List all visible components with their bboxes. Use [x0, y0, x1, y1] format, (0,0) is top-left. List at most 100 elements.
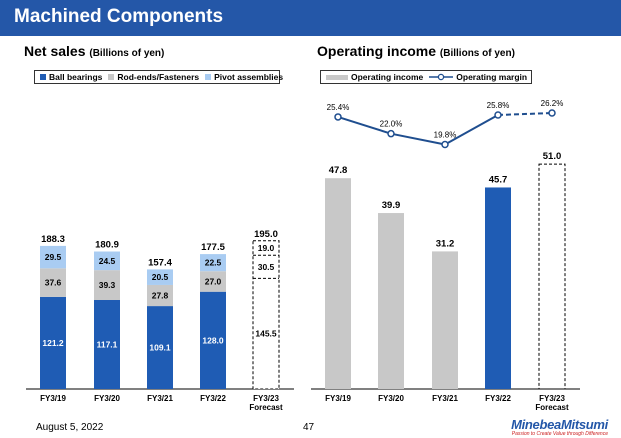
brand-tagline: Passion to Create Value through Differen… [511, 431, 608, 437]
margin-point-3 [494, 111, 502, 119]
net-sales-tick-label-2: FY3/21 [147, 394, 173, 403]
bar-pivot-0 [40, 245, 66, 269]
value-label-rod-ends-4: 30.5 [258, 262, 275, 272]
total-label-3: 177.5 [201, 242, 225, 253]
margin-label-2: 19.8% [434, 131, 457, 140]
operating-income-label-4: 51.0 [543, 151, 562, 162]
bar-operating-income-0 [325, 178, 351, 389]
margin-label-0: 25.4% [327, 103, 350, 112]
total-label-0: 188.3 [41, 234, 65, 245]
operating-income-unit: (Billions of yen) [439, 48, 515, 59]
operating-income-label-1: 39.9 [382, 200, 401, 211]
legend-swatch-operating-income [326, 74, 348, 80]
bar-ball-bearings-4 [253, 278, 279, 389]
bar-rod-ends-2 [147, 284, 173, 307]
value-label-ball-bearings-4: 145.5 [255, 329, 277, 339]
bar-pivot-1 [94, 251, 120, 271]
net-sales-title: Net sales (Billions of yen) [24, 43, 164, 59]
value-label-pivot-1: 24.5 [99, 256, 116, 266]
legend-label-ball-bearings: Ball bearings [49, 72, 103, 82]
value-label-pivot-2: 20.5 [152, 272, 169, 282]
legend-item-operating-income: Operating income [326, 72, 423, 82]
operating-income-title: Operating income (Billions of yen) [317, 43, 515, 59]
legend-label-pivot: Pivot assemblies [214, 72, 284, 82]
legend-swatch-pivot [205, 74, 212, 80]
footer-date: August 5, 2022 [36, 422, 104, 433]
operating-income-label-0: 47.8 [329, 165, 348, 176]
margin-label-4: 26.2% [541, 99, 564, 108]
value-label-rod-ends-1: 39.3 [99, 280, 116, 290]
operating-income-tick-label-2: FY3/21 [432, 394, 458, 403]
value-label-pivot-0: 29.5 [45, 252, 62, 262]
legend-item-rod-ends: Rod-ends/Fasteners [108, 72, 199, 82]
bar-operating-income-2 [432, 251, 458, 389]
page-number: 47 [303, 422, 315, 433]
net-sales-heading: Net sales [24, 43, 86, 59]
net-sales-legend: Ball bearings Rod-ends/Fasteners Pivot a… [34, 70, 283, 84]
operating-income-tick-label-4: FY3/23 [539, 394, 565, 403]
value-label-ball-bearings-0: 121.2 [42, 338, 64, 348]
operating-income-tick-label-0: FY3/19 [325, 394, 351, 403]
total-label-2: 157.4 [148, 257, 172, 268]
brand-name: MinebeaMitsumi [511, 417, 608, 432]
legend-item-pivot: Pivot assemblies [205, 72, 283, 82]
bar-pivot-4 [253, 240, 279, 256]
margin-line-segment-2 [444, 114, 499, 146]
bar-rod-ends-0 [40, 268, 66, 297]
bar-ball-bearings-0 [40, 296, 66, 389]
margin-label-1: 22.0% [380, 120, 403, 129]
operating-income-heading: Operating income [317, 43, 437, 59]
margin-line-segment-3 [497, 112, 553, 116]
operating-income-label-3: 45.7 [489, 174, 508, 185]
bar-ball-bearings-3 [200, 291, 226, 389]
operating-income-label-2: 31.2 [436, 238, 455, 249]
net-sales-tick-label-4: FY3/23 [253, 394, 279, 403]
value-label-pivot-3: 22.5 [205, 258, 222, 268]
margin-point-0 [334, 113, 342, 121]
page-title: Machined Components [14, 6, 224, 27]
bar-pivot-3 [200, 254, 226, 272]
net-sales-tick-label-0: FY3/19 [40, 394, 66, 403]
bar-pivot-2 [147, 269, 173, 285]
margin-line-segment-0 [337, 115, 392, 135]
operating-income-tick-sublabel-4: Forecast [535, 403, 569, 412]
value-label-ball-bearings-1: 117.1 [97, 340, 118, 350]
bar-rod-ends-4 [253, 255, 279, 279]
margin-label-3: 25.8% [487, 101, 510, 110]
legend-label-operating-income: Operating income [351, 72, 424, 82]
margin-point-2 [441, 140, 449, 149]
legend-swatch-rod-ends [108, 74, 115, 80]
net-sales-tick-sublabel-4: Forecast [249, 403, 283, 412]
brand-logo: MinebeaMitsumi Passion to Create Value t… [510, 418, 608, 438]
forecast-outline-4 [252, 240, 280, 390]
margin-point-4 [548, 109, 556, 117]
bar-rod-ends-3 [200, 271, 226, 292]
total-label-1: 180.9 [95, 240, 119, 251]
bar-operating-income-1 [378, 213, 404, 389]
net-sales-tick-label-1: FY3/20 [94, 394, 120, 403]
bar-ball-bearings-2 [147, 306, 173, 389]
margin-line-segment-1 [390, 132, 446, 146]
value-label-rod-ends-3: 27.0 [205, 276, 222, 286]
legend-swatch-ball-bearings [40, 74, 46, 80]
value-label-ball-bearings-3: 128.0 [202, 335, 224, 345]
bar-rod-ends-1 [94, 270, 120, 301]
bar-operating-income-4 [538, 163, 566, 390]
value-label-pivot-4: 19.0 [258, 243, 275, 253]
legend-label-operating-margin: Operating margin [456, 72, 528, 82]
bar-ball-bearings-1 [94, 300, 120, 389]
operating-income-tick-label-3: FY3/22 [485, 394, 511, 403]
legend-item-operating-margin: Operating margin [429, 72, 527, 82]
net-sales-tick-label-3: FY3/22 [200, 394, 226, 403]
legend-label-rod-ends: Rod-ends/Fasteners [117, 72, 200, 82]
value-label-ball-bearings-2: 109.1 [149, 343, 171, 353]
total-label-4: 195.0 [254, 229, 278, 240]
legend-item-ball-bearings: Ball bearings [40, 72, 102, 82]
operating-income-tick-label-1: FY3/20 [378, 394, 404, 403]
bar-operating-income-3 [485, 187, 511, 389]
value-label-rod-ends-0: 37.6 [45, 278, 62, 288]
value-label-rod-ends-2: 27.8 [152, 291, 169, 301]
title-bar [0, 0, 621, 36]
margin-point-1 [387, 129, 395, 138]
